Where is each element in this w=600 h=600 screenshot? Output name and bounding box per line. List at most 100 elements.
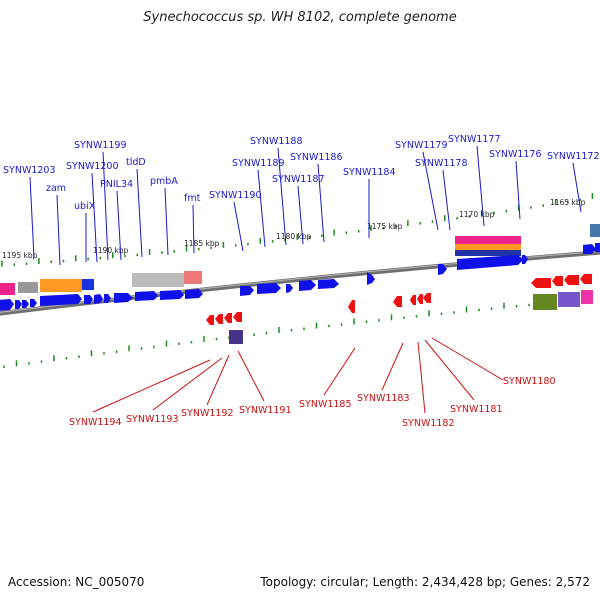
genome-summary: Topology: circular; Length: 2,434,428 bp… xyxy=(260,575,590,589)
forward-gene-arrow[interactable] xyxy=(30,299,37,307)
forward-gene-label[interactable]: SYNW1172 xyxy=(547,151,600,162)
forward-gene-label[interactable]: SYNW1199 xyxy=(74,140,127,151)
forward-gene-arrow[interactable] xyxy=(15,300,22,309)
feature-box[interactable] xyxy=(455,244,521,250)
scale-label: 1180 kbp xyxy=(276,232,312,241)
label-leader xyxy=(424,339,475,401)
label-leader xyxy=(91,172,98,263)
reverse-gene-label[interactable]: SYNW1182 xyxy=(402,418,455,429)
reverse-gene-arrow[interactable] xyxy=(423,293,431,303)
forward-gene-label[interactable]: SYNW1178 xyxy=(415,158,468,169)
feature-box[interactable] xyxy=(0,283,15,295)
forward-gene-arrow[interactable] xyxy=(257,283,281,294)
feature-box[interactable] xyxy=(581,290,593,304)
reverse-gene-label[interactable]: SYNW1181 xyxy=(450,404,503,415)
forward-gene-arrow[interactable] xyxy=(0,299,14,311)
forward-gene-label[interactable]: SYNW1187 xyxy=(272,174,325,185)
feature-box[interactable] xyxy=(533,294,557,310)
forward-gene-arrow[interactable] xyxy=(94,294,103,304)
forward-gene-arrow[interactable] xyxy=(114,293,133,303)
forward-gene-label[interactable]: pmbA xyxy=(150,176,178,187)
accession-label: Accession: NC_005070 xyxy=(8,575,145,589)
feature-box[interactable] xyxy=(558,292,580,307)
reverse-gene-label[interactable]: SYNW1180 xyxy=(503,376,556,387)
reverse-gene-arrow[interactable] xyxy=(215,314,223,324)
forward-gene-label[interactable]: ubiX xyxy=(74,201,96,212)
forward-gene-label[interactable]: SYNW1200 xyxy=(66,161,119,172)
feature-box[interactable] xyxy=(455,250,521,256)
reverse-gene-arrow[interactable] xyxy=(410,295,416,305)
feature-box[interactable] xyxy=(184,271,202,284)
reverse-gene-arrow[interactable] xyxy=(552,276,563,286)
reverse-gene-label[interactable]: SYNW1193 xyxy=(126,414,179,425)
forward-gene-label[interactable]: SYNW1190 xyxy=(209,190,262,201)
feature-box[interactable] xyxy=(590,224,600,237)
forward-gene-arrow[interactable] xyxy=(104,294,111,303)
feature-box[interactable] xyxy=(132,273,184,287)
forward-gene-arrow[interactable] xyxy=(286,284,293,293)
forward-gene-arrow[interactable] xyxy=(522,255,528,264)
scale-label: 1185 kbp xyxy=(184,239,220,248)
forward-gene-arrow[interactable] xyxy=(22,300,29,308)
forward-gene-label[interactable]: SYNW1188 xyxy=(250,136,303,147)
forward-gene-label[interactable]: fmt xyxy=(184,193,201,204)
reverse-gene-label[interactable]: SYNW1183 xyxy=(357,393,410,404)
forward-gene-arrow[interactable] xyxy=(185,289,203,299)
forward-gene-arrow[interactable] xyxy=(367,272,375,285)
forward-gene-arrow[interactable] xyxy=(40,294,82,306)
label-leader xyxy=(56,194,61,266)
label-leader xyxy=(277,147,287,246)
forward-gene-label[interactable]: SYNW1177 xyxy=(448,134,501,145)
forward-gene-label[interactable]: SYNW1186 xyxy=(290,152,343,163)
reverse-gene-arrow[interactable] xyxy=(531,278,551,288)
forward-gene-arrow[interactable] xyxy=(457,255,523,270)
forward-gene-arrow[interactable] xyxy=(583,244,596,254)
reverse-gene-arrow[interactable] xyxy=(224,313,232,323)
forward-label-leaders xyxy=(29,145,582,266)
forward-gene-label[interactable]: tldD xyxy=(126,157,146,168)
forward-gene-arrow[interactable] xyxy=(595,243,600,252)
label-leader xyxy=(422,151,439,231)
forward-gene-arrow[interactable] xyxy=(240,286,254,296)
reverse-gene-arrow[interactable] xyxy=(233,312,242,322)
forward-gene-arrow[interactable] xyxy=(160,290,184,300)
scale-label: 1165 kbp xyxy=(550,198,586,207)
scale-label: 1190 kbp xyxy=(93,246,129,255)
label-leader xyxy=(237,350,265,402)
feature-box[interactable] xyxy=(18,282,38,293)
reverse-gene-label[interactable]: SYNW1192 xyxy=(181,408,234,419)
forward-gene-label[interactable]: SYNW1176 xyxy=(489,149,542,160)
reverse-gene-label[interactable]: SYNW1194 xyxy=(69,417,122,428)
forward-gene-label[interactable]: PNIL34 xyxy=(100,179,133,190)
reverse-gene-arrow[interactable] xyxy=(417,294,423,304)
feature-box[interactable] xyxy=(40,279,82,292)
reverse-gene-arrow[interactable] xyxy=(580,274,592,284)
forward-gene-arrow[interactable] xyxy=(438,264,447,275)
reverse-gene-arrow[interactable] xyxy=(348,300,355,313)
forward-gene-arrow[interactable] xyxy=(318,279,339,289)
feature-box[interactable] xyxy=(82,279,94,290)
forward-gene-label[interactable]: SYNW1189 xyxy=(232,158,285,169)
label-leader xyxy=(29,176,35,259)
scale-labels: 1195 kbp 1190 kbp 1185 kbp 1180 kbp 1175 kbp… xyxy=(2,198,586,260)
forward-gene-label[interactable]: SYNW1179 xyxy=(395,140,448,151)
forward-gene-label[interactable]: SYNW1203 xyxy=(3,165,56,176)
forward-gene-label[interactable]: SYNW1184 xyxy=(343,167,396,178)
forward-gene-arrow[interactable] xyxy=(84,295,93,304)
forward-gene-label[interactable]: zam xyxy=(46,183,66,194)
reverse-gene-label[interactable]: SYNW1185 xyxy=(299,399,352,410)
reverse-gene-arrow[interactable] xyxy=(206,315,214,325)
reverse-label-leaders xyxy=(92,337,504,414)
feature-box[interactable] xyxy=(455,236,521,244)
label-leader xyxy=(257,169,266,248)
reverse-gene-label[interactable]: SYNW1191 xyxy=(239,405,292,416)
feature-box[interactable] xyxy=(229,330,243,344)
forward-gene-arrow[interactable] xyxy=(299,280,316,291)
reverse-gene-arrow[interactable] xyxy=(564,275,579,285)
label-leader xyxy=(381,342,404,391)
reverse-gene-arrow[interactable] xyxy=(393,296,402,307)
forward-gene-arrow[interactable] xyxy=(135,291,158,301)
